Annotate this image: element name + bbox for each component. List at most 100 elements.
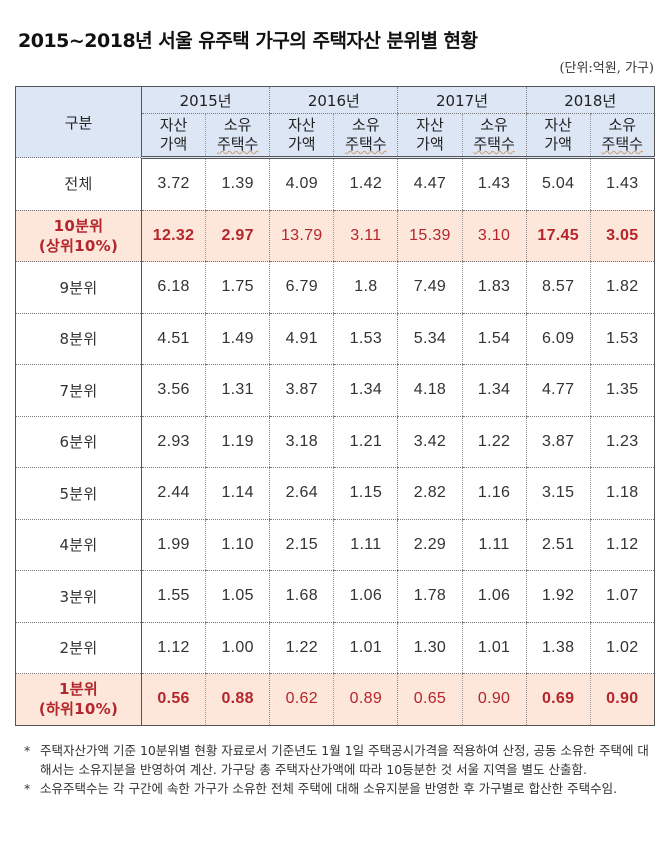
year-header-2017: 2017년 bbox=[397, 86, 527, 114]
page-title: 2015~2018년 서울 유주택 가구의 주택자산 분위별 현황 bbox=[18, 30, 478, 52]
row-label-main: 9분위 bbox=[59, 278, 98, 297]
house-count-cell: 1.35 bbox=[589, 364, 655, 417]
asset-value-cell: 0.65 bbox=[397, 673, 462, 725]
house-count-cell: 3.05 bbox=[589, 210, 655, 262]
asset-value-cell: 3.56 bbox=[140, 364, 206, 417]
asset-value-cell: 2.93 bbox=[140, 416, 206, 468]
house-count-cell: 1.18 bbox=[589, 467, 655, 520]
house-count-cell: 1.53 bbox=[333, 313, 398, 365]
bullet-icon: * bbox=[24, 743, 31, 758]
sub-header-line1: 자산 bbox=[287, 116, 316, 134]
sub-header-line2: 주택수 bbox=[216, 135, 259, 153]
row-label: 전체 bbox=[15, 157, 142, 211]
house-count-cell: 1.11 bbox=[461, 519, 527, 571]
asset-value-cell: 15.39 bbox=[397, 210, 462, 262]
table-row: 4분위 1.99 1.10 2.15 1.11 2.29 1.11 2.51 1.12 bbox=[15, 519, 655, 571]
asset-value-cell: 5.34 bbox=[397, 313, 462, 365]
house-count-cell: 0.90 bbox=[461, 673, 527, 725]
row-label-main: 8분위 bbox=[59, 330, 98, 349]
footnotes: * 주택자산가액 기준 10분위별 현황 자료로서 기준년도 1월 1일 주택공… bbox=[22, 741, 652, 798]
sub-header-line1: 자산 bbox=[416, 116, 444, 134]
sub-header-asset-value: 자산 가액 bbox=[525, 113, 591, 159]
row-label-sub: (하위10%) bbox=[38, 700, 119, 719]
table-row: 9분위 6.18 1.75 6.79 1.8 7.49 1.83 8.57 1.82 bbox=[15, 261, 655, 314]
table-body: 전체 3.72 1.39 4.09 1.42 4.47 1.43 5.04 1.43 10분위 (상… bbox=[15, 157, 655, 725]
house-count-cell: 1.10 bbox=[205, 519, 270, 571]
asset-value-cell: 6.79 bbox=[269, 261, 334, 314]
row-label: 4분위 bbox=[15, 519, 142, 571]
row-label-main: 10분위 bbox=[53, 216, 104, 235]
house-count-cell: 1.75 bbox=[205, 261, 270, 314]
asset-value-cell: 4.51 bbox=[140, 313, 206, 365]
row-label-main: 5분위 bbox=[59, 484, 98, 503]
asset-value-cell: 0.56 bbox=[140, 673, 206, 725]
sub-header-asset-value: 자산 가액 bbox=[397, 113, 462, 159]
house-count-cell: 1.43 bbox=[461, 157, 527, 211]
house-count-cell: 1.15 bbox=[333, 467, 398, 520]
asset-value-cell: 3.15 bbox=[525, 467, 591, 520]
footnote-text: 소유주택수는 각 구간에 속한 가구가 소유한 전체 주택에 대해 소유지분을 … bbox=[40, 781, 618, 796]
asset-value-cell: 4.09 bbox=[269, 157, 334, 211]
sub-header-line1: 소유 bbox=[480, 116, 508, 134]
house-count-cell: 2.97 bbox=[205, 210, 270, 262]
row-label: 3분위 bbox=[15, 570, 142, 623]
sub-header-house-count: 소유 주택수 bbox=[333, 113, 398, 159]
asset-value-cell: 4.77 bbox=[525, 364, 591, 417]
house-count-cell: 1.11 bbox=[333, 519, 398, 571]
house-count-cell: 1.19 bbox=[205, 416, 270, 468]
asset-value-cell: 3.87 bbox=[525, 416, 591, 468]
asset-value-cell: 2.15 bbox=[269, 519, 334, 571]
asset-value-cell: 1.55 bbox=[140, 570, 206, 623]
asset-value-cell: 1.30 bbox=[397, 622, 462, 674]
footnote-2: * 소유주택수는 각 구간에 속한 가구가 소유한 전체 주택에 대해 소유지분… bbox=[22, 779, 652, 798]
house-count-cell: 1.83 bbox=[461, 261, 527, 314]
row-label: 10분위 (상위10%) bbox=[15, 210, 142, 262]
sub-header-asset-value: 자산 가액 bbox=[140, 113, 206, 159]
house-count-cell: 1.02 bbox=[589, 622, 655, 674]
house-count-cell: 1.23 bbox=[589, 416, 655, 468]
asset-value-cell: 3.87 bbox=[269, 364, 334, 417]
asset-value-cell: 0.62 bbox=[269, 673, 334, 725]
house-count-cell: 1.22 bbox=[461, 416, 527, 468]
row-label: 7분위 bbox=[15, 364, 142, 417]
house-count-cell: 1.31 bbox=[205, 364, 270, 417]
row-label-main: 전체 bbox=[64, 175, 93, 194]
house-count-cell: 1.53 bbox=[589, 313, 655, 365]
sub-header-line1: 소유 bbox=[608, 116, 637, 134]
table-row: 3분위 1.55 1.05 1.68 1.06 1.78 1.06 1.92 1.07 bbox=[15, 570, 655, 623]
house-count-cell: 3.10 bbox=[461, 210, 527, 262]
sub-header-house-count: 소유 주택수 bbox=[205, 113, 270, 159]
asset-value-cell: 6.09 bbox=[525, 313, 591, 365]
house-count-cell: 1.01 bbox=[461, 622, 527, 674]
row-label-main: 4분위 bbox=[59, 536, 98, 555]
house-count-cell: 1.07 bbox=[589, 570, 655, 623]
row-label: 1분위 (하위10%) bbox=[15, 673, 142, 725]
house-count-cell: 1.34 bbox=[461, 364, 527, 417]
house-count-cell: 1.06 bbox=[461, 570, 527, 623]
footnote-1: * 주택자산가액 기준 10분위별 현황 자료로서 기준년도 1월 1일 주택공… bbox=[22, 741, 652, 779]
sub-header-row: 자산 가액 소유 주택수 자산 가액 소유 주택수 자산 가액 소유 주택수 자산 가액 소유 주택수 bbox=[16, 113, 655, 159]
house-count-cell: 1.00 bbox=[205, 622, 270, 674]
sub-header-line1: 자산 bbox=[544, 116, 572, 134]
sub-header-line1: 자산 bbox=[159, 116, 188, 134]
row-label-main: 2분위 bbox=[59, 639, 98, 658]
sub-header-house-count: 소유 주택수 bbox=[589, 113, 655, 159]
house-count-cell: 1.06 bbox=[333, 570, 398, 623]
asset-value-cell: 12.32 bbox=[140, 210, 206, 262]
sub-header-line2: 가액 bbox=[416, 135, 444, 153]
house-count-cell: 1.12 bbox=[589, 519, 655, 571]
row-label: 2분위 bbox=[15, 622, 142, 674]
row-label-sub: (상위10%) bbox=[38, 236, 119, 255]
asset-value-cell: 2.51 bbox=[525, 519, 591, 571]
row-label: 6분위 bbox=[15, 416, 142, 468]
table-row: 2분위 1.12 1.00 1.22 1.01 1.30 1.01 1.38 1.02 bbox=[15, 622, 655, 674]
house-count-cell: 0.90 bbox=[589, 673, 655, 725]
house-count-cell: 1.43 bbox=[589, 157, 655, 211]
row-label-main: 6분위 bbox=[59, 433, 98, 452]
house-count-cell: 1.16 bbox=[461, 467, 527, 520]
asset-value-cell: 1.12 bbox=[140, 622, 206, 674]
sub-header-line2: 주택수 bbox=[601, 135, 643, 153]
house-count-cell: 1.82 bbox=[589, 261, 655, 314]
house-count-cell: 1.8 bbox=[333, 261, 398, 314]
category-header: 구분 bbox=[15, 86, 142, 158]
